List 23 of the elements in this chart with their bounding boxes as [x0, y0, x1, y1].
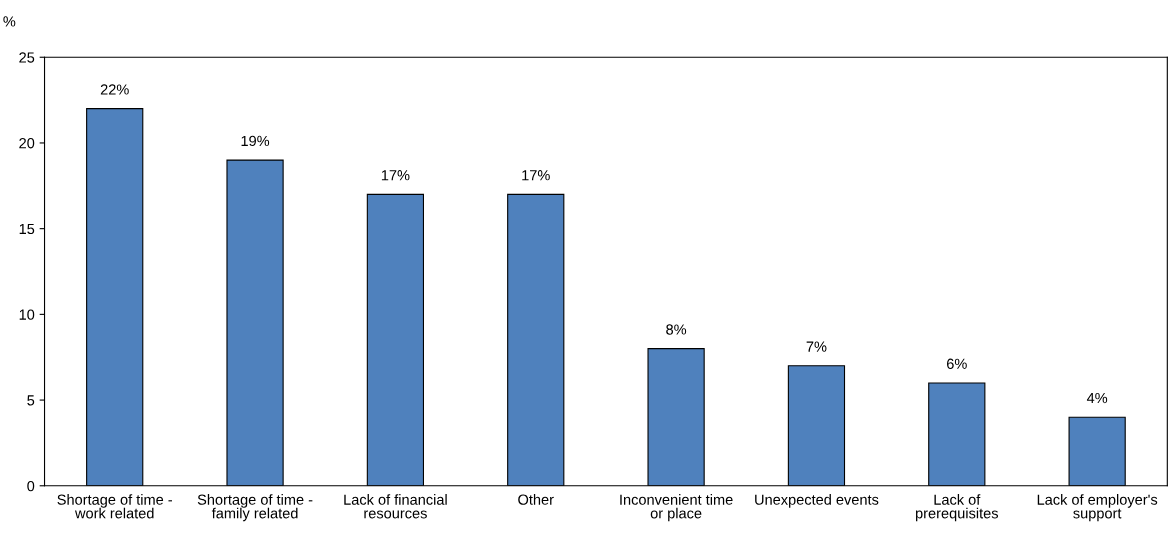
x-tick-label: Shortage of time - work related [57, 494, 173, 519]
data-label: 19% [241, 135, 270, 147]
data-label: 6% [946, 358, 967, 369]
data-label: 17% [381, 170, 410, 181]
y-axis-title: % [3, 16, 16, 27]
data-label: 22% [100, 84, 129, 95]
x-tick-label: Shortage of time - family related [197, 494, 313, 522]
x-tick-label: Inconvenient time or place [620, 494, 733, 522]
x-tick-label: Other [518, 494, 554, 505]
y-tick-label: 0 [27, 480, 35, 492]
data-label: 4% [1086, 392, 1108, 404]
data-label: 7% [806, 341, 827, 352]
x-tick-label: Unexpected events [755, 494, 879, 508]
y-tick-label: 10 [19, 309, 35, 320]
x-tick-label: Lack of employer's support [1037, 494, 1158, 522]
y-tick-label: 20 [19, 138, 35, 149]
x-tick-label: Lack of financial resources [344, 494, 447, 519]
y-tick-label: 15 [19, 223, 35, 235]
x-tick-label: Lack of prerequisites [915, 494, 999, 522]
data-label: 8% [666, 324, 687, 335]
y-tick-label: 5 [27, 395, 35, 406]
data-label: 17% [522, 170, 550, 181]
y-tick-label: 25 [19, 52, 35, 63]
